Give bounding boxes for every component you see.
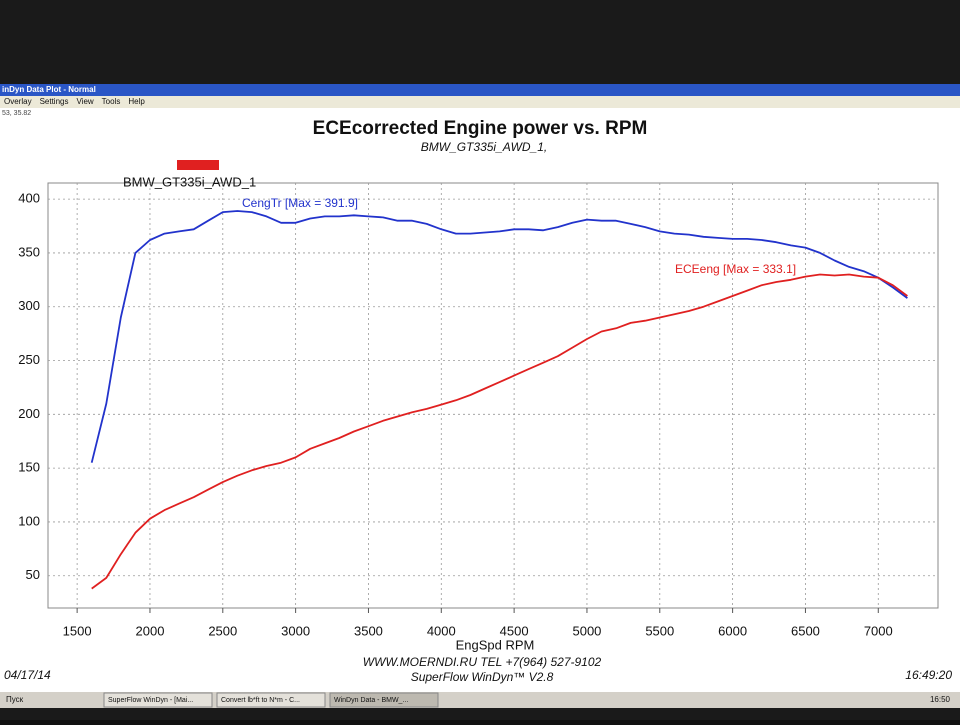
- menu-item[interactable]: Overlay: [4, 97, 32, 106]
- menu-item[interactable]: Settings: [40, 97, 69, 106]
- x-tick-label: 6000: [718, 623, 747, 638]
- menu-item[interactable]: Help: [128, 97, 145, 106]
- menu-bar: [0, 96, 960, 108]
- window-title: inDyn Data Plot - Normal: [2, 85, 96, 94]
- y-tick-label: 350: [18, 244, 40, 259]
- clock: 16:50: [930, 695, 951, 704]
- coords: 53, 35.82: [2, 110, 31, 117]
- y-tick-label: 300: [18, 298, 40, 313]
- y-tick-label: 100: [18, 513, 40, 528]
- plot-area: [47, 182, 939, 609]
- series-line: [91, 273, 908, 590]
- x-tick-label: 2500: [208, 623, 237, 638]
- x-tick-label: 2000: [136, 623, 165, 638]
- x-tick-label: 7000: [864, 623, 893, 638]
- y-tick-label: 250: [18, 352, 40, 367]
- x-tick-label: 4000: [427, 623, 456, 638]
- task-button[interactable]: [329, 692, 439, 708]
- y-tick-label: 200: [18, 406, 40, 421]
- date: 04/17/14: [4, 668, 51, 682]
- y-tick-label: 50: [26, 567, 40, 582]
- x-tick-label: 5000: [572, 623, 601, 638]
- chart-subtitle: BMW_GT335i_AWD_1,: [421, 140, 548, 154]
- footer: WWW.MOERNDI.RU TEL +7(964) 527-9102: [363, 655, 602, 669]
- menu-item[interactable]: Tools: [102, 97, 121, 106]
- time: 16:49:20: [905, 668, 952, 682]
- start-button[interactable]: Пуск: [6, 695, 24, 704]
- task-label[interactable]: Convert lb*ft to N*m - C...: [221, 697, 300, 704]
- task-button[interactable]: [216, 692, 326, 708]
- x-tick-label: 3500: [354, 623, 383, 638]
- menu: Overlay Settings View Tools Help: [4, 97, 145, 106]
- y-tick-label: 150: [18, 460, 40, 475]
- y-tick-label: 400: [18, 191, 40, 206]
- legend-swatch: [177, 160, 219, 170]
- x-tick-label: 4500: [500, 623, 529, 638]
- task-label[interactable]: WinDyn Data - BMW_...: [334, 697, 408, 704]
- annotation: ECEeng [Max = 333.1]: [675, 262, 796, 276]
- legend-label: BMW_GT335i_AWD_1: [123, 174, 256, 189]
- task-label[interactable]: SuperFlow WinDyn - [Mai...: [108, 697, 193, 704]
- x-tick-label: 5500: [645, 623, 674, 638]
- series-line: [90, 210, 908, 463]
- footer: SuperFlow WinDyn™ V2.8: [411, 670, 554, 684]
- x-tick-label: 1500: [63, 623, 92, 638]
- menu-item[interactable]: View: [76, 97, 93, 106]
- x-tick-label: 6500: [791, 623, 820, 638]
- taskbar-items: SuperFlow WinDyn - [Mai... Convert lb*ft …: [103, 692, 439, 708]
- annotation: CengTr [Max = 391.9]: [242, 196, 358, 210]
- chart-title: ECEcorrected Engine power vs. RPM: [313, 118, 648, 139]
- x-axis-label: EngSpd RPM: [456, 637, 535, 652]
- task-button[interactable]: [103, 692, 213, 708]
- title-bar: [0, 84, 960, 96]
- x-tick-label: 3000: [281, 623, 310, 638]
